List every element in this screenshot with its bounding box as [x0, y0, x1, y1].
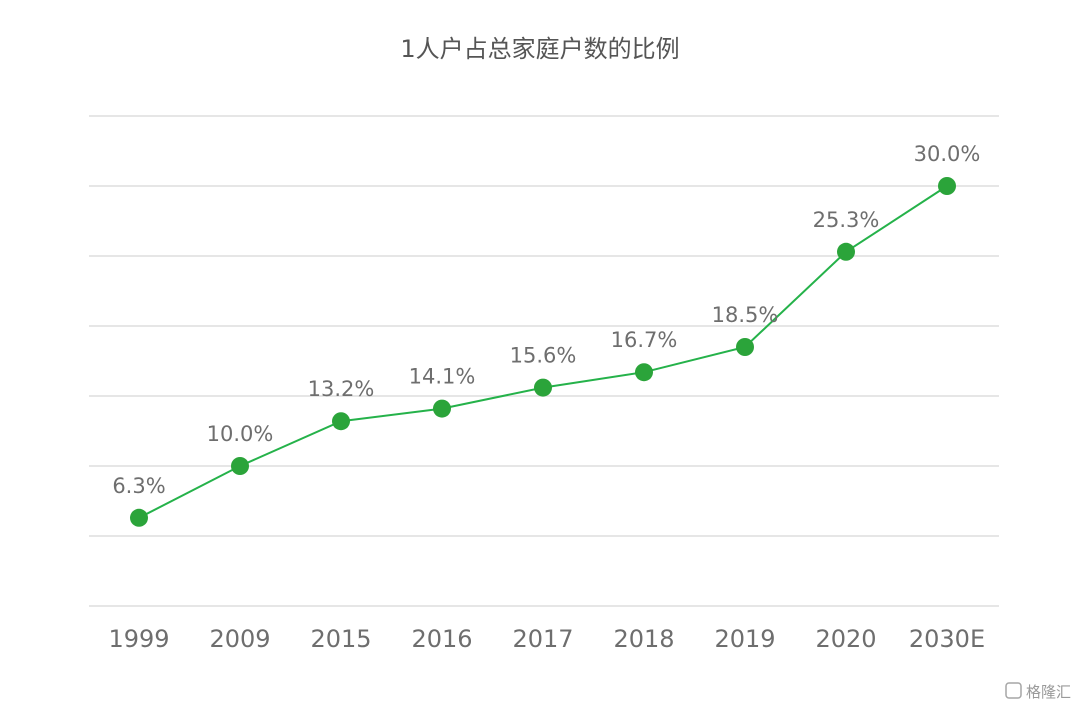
data-points [130, 177, 956, 527]
data-labels: 6.3% 10.0% 13.2% 14.1% 15.6% 16.7% 18.5% 25.3% 3… [112, 142, 980, 498]
data-label: 10.0% [207, 422, 274, 446]
x-tick-label: 2016 [411, 625, 472, 653]
data-point [332, 412, 350, 431]
g-logo-icon [1005, 682, 1022, 699]
x-tick-label: 2020 [815, 625, 876, 653]
data-point [433, 399, 451, 418]
data-point [130, 508, 148, 527]
data-label: 16.7% [611, 328, 678, 352]
data-point [938, 177, 956, 195]
data-point [736, 338, 754, 356]
data-label: 13.2% [308, 377, 375, 401]
x-tick-label: 2018 [613, 625, 674, 653]
data-label: 14.1% [409, 365, 476, 389]
x-tick-label: 2019 [714, 625, 775, 653]
x-tick-label: 2030E [909, 625, 985, 653]
x-tick-label: 1999 [108, 625, 169, 653]
data-point [837, 242, 855, 261]
data-label: 30.0% [914, 142, 981, 166]
data-label: 15.6% [510, 344, 577, 368]
chart-title: 1人户占总家庭户数的比例 [400, 35, 679, 63]
x-tick-label: 2009 [209, 625, 270, 653]
watermark: 格隆汇 [1005, 682, 1071, 701]
data-label: 25.3% [813, 208, 880, 232]
x-tick-label: 2017 [512, 625, 573, 653]
watermark-text: 格隆汇 [1026, 683, 1071, 701]
data-label: 6.3% [112, 474, 165, 498]
x-tick-label: 2015 [310, 625, 371, 653]
data-point [231, 457, 249, 475]
x-axis-ticks: 1999 2009 2015 2016 2017 2018 2019 2020 2030E [108, 625, 985, 653]
data-label: 18.5% [712, 303, 779, 327]
data-point [635, 363, 653, 382]
data-point [534, 378, 552, 397]
